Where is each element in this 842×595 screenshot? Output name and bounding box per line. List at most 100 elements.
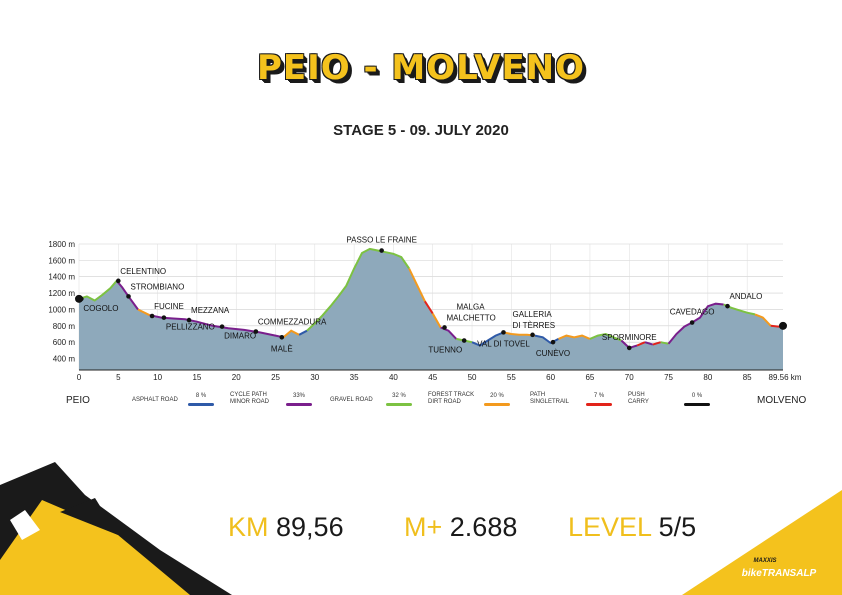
stat-climb: M+ 2.688 — [404, 512, 517, 543]
waypoint-label: CELENTINO — [120, 267, 166, 276]
legend-swatch — [484, 403, 510, 406]
waypoint-label: CAVEDAGO — [670, 308, 715, 317]
surface-segment — [306, 247, 410, 332]
waypoint-marker — [461, 338, 467, 343]
x-tick-label: 60 — [546, 373, 555, 382]
waypoint-label: COGOLO — [83, 304, 118, 313]
elevation-profile-chart: 400 m 600 m 800 m 1000 m 1200 m 1400 m 1600 m 1… — [48, 236, 802, 382]
waypoint-label: MALÈ — [271, 344, 293, 353]
x-tick-label: 20 — [232, 373, 241, 382]
legend-swatch — [188, 403, 214, 406]
waypoint-marker — [116, 278, 121, 284]
x-tick-label: 30 — [310, 373, 319, 382]
waypoint-marker — [550, 339, 556, 345]
legend-label: CYCLE PATH MINOR ROAD — [230, 392, 269, 405]
waypoint-marker — [186, 317, 192, 323]
waypoint-label: VAL DI TOVEL — [477, 339, 530, 348]
surface-segment — [636, 341, 646, 347]
waypoint-label: STROMBIANO — [131, 282, 185, 291]
surface-segment — [149, 314, 284, 339]
waypoint-marker — [149, 313, 155, 319]
waypoint-label: DIMARO — [224, 332, 256, 341]
surface-segment — [754, 313, 772, 327]
x-tick-label: 10 — [153, 373, 162, 382]
surface-segment — [652, 341, 661, 346]
waypoint-label: GALLERIA — [513, 310, 553, 319]
waypoint-label: DI TÈRRES — [513, 321, 556, 330]
stat-distance-label: KM — [228, 512, 269, 542]
surface-segment — [431, 313, 442, 328]
waypoint-marker — [253, 329, 259, 334]
waypoint-marker — [501, 330, 506, 335]
legend-swatch — [586, 403, 612, 406]
x-tick-label: 75 — [664, 373, 673, 382]
x-tick-label: 80 — [703, 373, 712, 382]
legend-percentage: 20 % — [490, 393, 504, 399]
waypoint-marker — [442, 325, 447, 330]
waypoint-marker — [126, 294, 131, 299]
surface-segment — [424, 300, 434, 315]
x-tick-label: 45 — [428, 373, 437, 382]
x-tick-label: 0 — [77, 373, 82, 382]
mountain-graphic — [0, 462, 842, 595]
waypoint-label: PASSO LE FRAINE — [346, 236, 417, 245]
x-tick-label: 70 — [625, 373, 634, 382]
surface-segment — [503, 331, 536, 337]
waypoint-marker — [725, 303, 730, 309]
stat-level: LEVEL 5/5 — [568, 512, 696, 543]
legend-swatch — [386, 403, 412, 406]
waypoint-marker — [219, 324, 225, 329]
surface-segment — [78, 280, 118, 302]
surface-segment — [667, 302, 724, 345]
stat-climb-label: M+ — [404, 512, 443, 542]
waypoint-label: MALGA — [457, 302, 486, 311]
stat-level-value: 5/5 — [658, 512, 697, 542]
x-end-label: 89.56 km — [769, 373, 802, 382]
waypoint-label: COMMEZZADURA — [258, 318, 327, 327]
waypoint-marker — [530, 332, 535, 338]
legend-percentage: 33% — [292, 393, 305, 399]
surface-segment — [408, 268, 426, 302]
x-tick-label: 35 — [350, 373, 359, 382]
waypoint-marker — [689, 320, 695, 325]
stat-climb-value: 2.688 — [449, 512, 518, 542]
waypoint-marker — [79, 296, 84, 302]
y-tick-label: 1800 m — [48, 240, 75, 249]
surface-segment — [471, 331, 504, 347]
end-location: MOLVENO — [757, 395, 807, 406]
legend-label: ASPHALT ROAD — [132, 397, 178, 403]
y-tick-label: 1000 m — [48, 305, 75, 314]
waypoint-label: FUCINE — [154, 302, 184, 311]
legend-swatch — [286, 403, 312, 406]
legend-label: GRAVEL ROAD — [330, 397, 373, 403]
x-tick-label: 40 — [389, 373, 398, 382]
legend-percentage: 0 % — [691, 393, 703, 399]
surface-segment — [137, 308, 151, 317]
x-tick-label: 65 — [585, 373, 594, 382]
waypoint-label: MALCHETTO — [447, 313, 496, 322]
waypoint-label: SPORMINORE — [602, 333, 657, 342]
x-tick-label: 50 — [468, 373, 477, 382]
y-tick-label: 1200 m — [48, 289, 75, 298]
waypoint-marker — [379, 248, 384, 253]
brand-transalp-logo: bikeTRANSALP — [741, 568, 817, 579]
legend-percentage: 7 % — [593, 393, 605, 399]
legend-label: FOREST TRACK DIRT ROAD — [428, 392, 475, 405]
brand-maxxis-logo: MAXXIS — [753, 558, 777, 564]
y-tick-label: 600 m — [53, 338, 76, 347]
surface-segment — [589, 332, 622, 342]
waypoint-label: MEZZANA — [191, 306, 230, 315]
y-tick-label: 1600 m — [48, 256, 75, 265]
legend-percentage: 8 % — [195, 393, 207, 399]
x-tick-label: 55 — [507, 373, 516, 382]
legend-swatch — [684, 403, 710, 406]
start-location: PEIO — [66, 395, 90, 406]
surface-segment — [644, 341, 654, 346]
waypoint-label: PELLIZZANO — [166, 323, 215, 332]
surface-segment — [660, 341, 669, 345]
waypoint-label: TUENNO — [428, 346, 462, 355]
waypoint-marker — [279, 334, 285, 340]
finish-marker — [779, 321, 787, 330]
x-tick-label: 5 — [116, 373, 121, 382]
